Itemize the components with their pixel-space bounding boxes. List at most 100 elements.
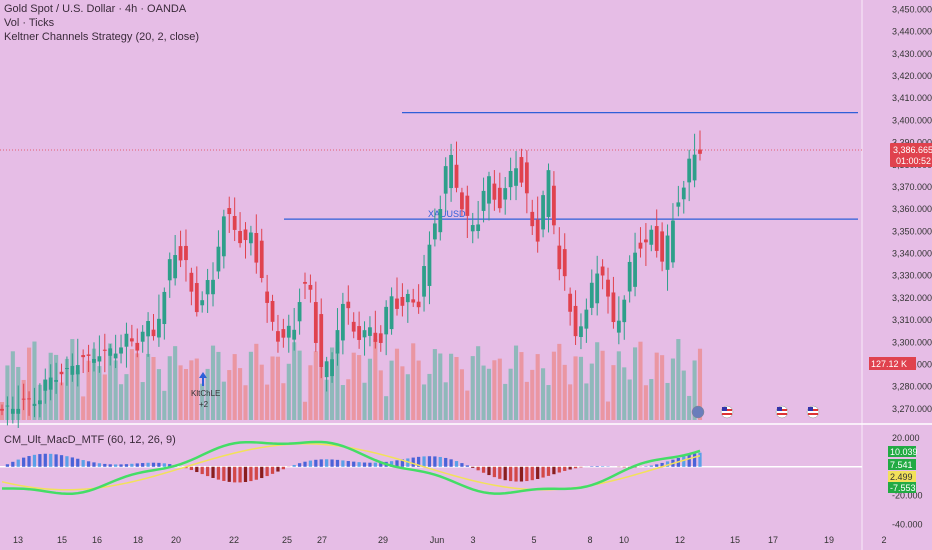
candle-body xyxy=(535,219,540,242)
volume-bar xyxy=(259,364,264,420)
candle-body xyxy=(616,320,621,333)
volume-bar xyxy=(530,369,535,420)
macd-hist-bar xyxy=(119,464,123,467)
candle-body xyxy=(568,293,573,312)
candle-body xyxy=(519,157,524,183)
candle-body xyxy=(5,405,10,407)
macd-hist-bar xyxy=(682,456,686,467)
candle-body xyxy=(470,225,475,232)
candle-body xyxy=(151,329,156,337)
candle-body xyxy=(37,400,42,405)
volume-bar xyxy=(178,365,183,420)
macd-hist-bar xyxy=(38,454,42,467)
volume-bar xyxy=(616,351,621,420)
volume-bar xyxy=(91,348,97,420)
volume-bar xyxy=(476,346,481,420)
volume-bar xyxy=(486,368,492,420)
macd-hist-bar xyxy=(660,462,664,467)
volume-bar xyxy=(562,364,567,420)
macd-hist-bar xyxy=(422,456,426,467)
volume-bar xyxy=(156,369,161,420)
candle-body xyxy=(692,154,697,181)
volume-bar xyxy=(676,339,681,420)
candle-body xyxy=(254,232,259,263)
volume-bar xyxy=(340,385,345,420)
candle-body xyxy=(460,192,464,210)
candle-body xyxy=(54,380,59,382)
candle-body xyxy=(638,242,643,249)
candle-body xyxy=(681,187,686,200)
candle-body xyxy=(654,226,659,251)
macd-hist-bar xyxy=(649,465,653,467)
time-tick-label: Jun xyxy=(430,535,445,545)
volume-bar xyxy=(194,358,199,420)
volume-bar xyxy=(416,360,421,420)
strategy-legend[interactable]: Keltner Channels Strategy (20, 2, close) xyxy=(4,31,200,43)
volume-legend[interactable]: Vol · Ticks xyxy=(4,17,55,29)
volume-bar xyxy=(232,354,237,420)
macd-hist-bar xyxy=(379,462,383,467)
candle-body xyxy=(108,348,113,356)
volume-bar xyxy=(432,349,437,420)
volume-bar xyxy=(389,360,394,420)
candle-body xyxy=(395,298,399,309)
price-tick-label: 3,360.000 xyxy=(892,204,932,214)
time-tick-label: 12 xyxy=(675,535,685,545)
macd-hist-bar xyxy=(233,466,237,483)
candle-body xyxy=(687,158,692,183)
candle-body xyxy=(427,244,432,286)
symbol-legend[interactable]: Gold Spot / U.S. Dollar · 4h · OANDA xyxy=(4,3,187,15)
candle-body xyxy=(465,195,470,216)
price-badge-bg xyxy=(890,142,932,167)
candle-body xyxy=(59,371,64,375)
macd-badge: 2.499 xyxy=(888,471,916,482)
macd-hist-bar xyxy=(325,459,329,467)
volume-bar xyxy=(59,382,64,420)
candle-body xyxy=(589,282,594,308)
macd-hist-bar xyxy=(622,466,626,468)
candle-body xyxy=(157,318,161,338)
candle-body xyxy=(92,358,96,363)
volume-bar xyxy=(595,342,600,420)
candle-body xyxy=(503,188,508,200)
volume-bar xyxy=(205,368,210,420)
candle-body xyxy=(606,279,610,297)
macd-hist-bar xyxy=(665,461,670,467)
candle-body xyxy=(411,299,416,303)
volume-bar xyxy=(524,381,529,420)
volume-bar xyxy=(492,360,497,420)
volume-bar xyxy=(319,367,324,420)
macd-hist-bar xyxy=(211,466,215,478)
macd-badge: 7.541 xyxy=(888,459,916,470)
volume-bar xyxy=(568,384,573,420)
volume-bar xyxy=(335,341,340,420)
volume-bar xyxy=(238,368,243,420)
candle-body xyxy=(319,314,324,368)
candle-body xyxy=(373,332,378,342)
volume-bar xyxy=(394,348,400,420)
macd-hist-bar xyxy=(97,463,102,467)
macd-hist-bar xyxy=(476,466,480,471)
candle-body xyxy=(313,302,318,343)
macd-legend[interactable]: CM_Ult_MacD_MTF (60, 12, 26, 9) xyxy=(4,434,176,446)
volume-bar xyxy=(129,349,134,420)
volume-bar xyxy=(248,351,253,420)
macd-hist-bar xyxy=(168,464,172,467)
macd-hist-bar xyxy=(114,464,118,467)
candle-body xyxy=(378,333,383,343)
volume-bar xyxy=(681,370,686,420)
macd-hist-bar xyxy=(335,459,340,467)
macd-hist-bar xyxy=(254,466,258,480)
price-tick-label: 3,410.000 xyxy=(892,93,932,103)
volume-bar xyxy=(281,383,286,420)
volume-bar xyxy=(508,368,513,420)
volume-bar xyxy=(519,352,524,420)
macd-hist-bar xyxy=(238,466,242,483)
volume-bar xyxy=(638,341,643,420)
volume-bar xyxy=(541,368,546,420)
candle-body xyxy=(340,303,345,341)
price-tick-label: 3,420.000 xyxy=(892,71,932,81)
